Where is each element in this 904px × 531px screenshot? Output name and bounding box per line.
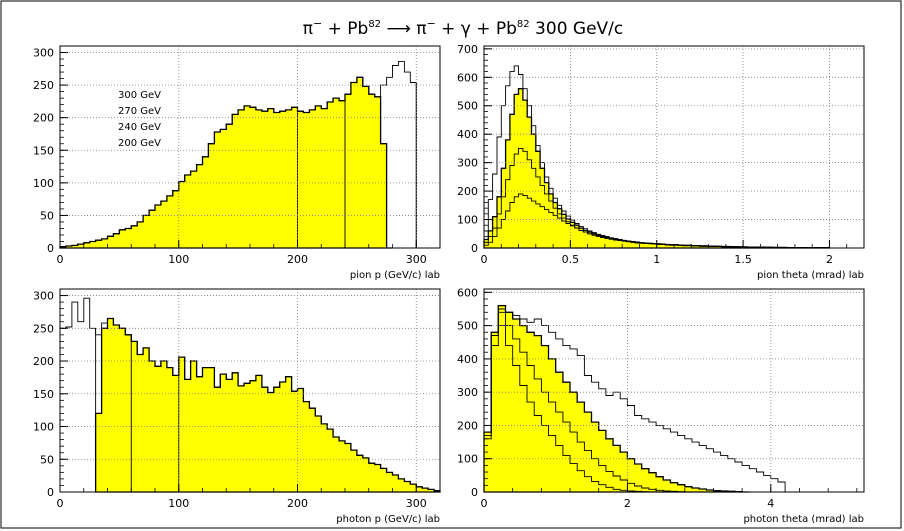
plot-frame [483,288,865,493]
title-sup: 82 [368,19,381,30]
histogram-outline [59,61,423,249]
x-tick-label: 0 [57,497,64,510]
x-axis-label: pion theta (mrad) lab [757,270,864,281]
y-tick-label: 400 [457,353,478,366]
x-tick-label: 1 [653,253,660,266]
title-pi: π [303,19,313,39]
histogram-outline [59,297,441,492]
y-tick-label: 250 [33,322,54,335]
histogram-panel: 0 100 200 300 400 500 600 700 0 0.5 1 1.5 2 pion thet… [457,43,865,281]
x-tick-label: 2 [624,497,631,510]
y-tick-label: 300 [457,157,478,170]
legend-entry: 300 GeV [118,90,161,101]
histogram-outline [483,308,793,493]
y-tick-label: 400 [457,128,478,141]
histogram-panel: 0 100 200 300 400 500 600 0 2 4 photon theta (mrad… [457,286,865,525]
y-tick-label: 700 [457,43,478,56]
x-tick-label: 200 [287,497,308,510]
y-tick-label: 150 [33,144,54,157]
x-tick-label: 200 [287,253,308,266]
y-tick-label: 600 [457,71,478,84]
x-axis-label: photon theta (mrad) lab [743,514,864,525]
y-tick-label: 500 [457,100,478,113]
legend-entry: 200 GeV [118,138,161,149]
histogram-panel: 0 50 100 150 200 250 300 0 100 200 300 photon p (Ge… [33,288,441,525]
y-tick-label: 100 [457,453,478,466]
x-tick-label: 100 [168,253,189,266]
x-axis-label: photon p (GeV/c) lab [336,514,440,525]
y-tick-label: 250 [33,79,54,92]
x-tick-label: 2 [826,253,833,266]
y-tick-label: 500 [457,320,478,333]
legend-entry: 270 GeV [118,106,161,117]
title-pi: π [416,19,426,39]
y-tick-label: 100 [33,421,54,434]
histogram-fill [483,304,750,493]
y-tick-label: 50 [40,453,54,466]
histogram-fill [59,76,393,249]
title-arrow: ⟶ [381,19,416,39]
x-axis-label: pion p (GeV/c) lab [350,270,440,281]
x-tick-label: 300 [406,253,427,266]
x-tick-label: 300 [406,497,427,510]
x-tick-label: 0 [57,253,64,266]
y-tick-label: 300 [457,386,478,399]
y-tick-label: 200 [457,185,478,198]
x-tick-label: 100 [168,497,189,510]
y-tick-label: 300 [33,47,54,60]
title-part: + γ + Pb [436,19,517,39]
y-tick-label: 0 [47,486,54,499]
y-tick-label: 300 [33,290,54,303]
y-tick-label: 150 [33,388,54,401]
figure-title: π− + Pb82 ⟶ π− + γ + Pb82 300 GeV/c [303,17,624,39]
x-tick-label: 4 [767,497,774,510]
y-tick-label: 0 [471,242,478,255]
y-tick-label: 100 [33,177,54,190]
y-tick-label: 0 [47,242,54,255]
x-tick-label: 0.5 [562,253,580,266]
title-energy: 300 GeV/c [530,19,624,39]
histogram-panel: 0 50 100 150 200 250 300 0 100 200 300 pion p (GeV/… [33,45,441,281]
y-tick-label: 200 [33,112,54,125]
title-sup: 82 [517,19,530,30]
legend: 300 GeV 270 GeV 240 GeV 200 GeV [118,90,161,149]
y-tick-label: 200 [457,419,478,432]
histogram-fill [94,317,441,493]
y-tick-label: 100 [457,214,478,227]
y-tick-label: 50 [40,209,54,222]
x-tick-label: 0 [481,497,488,510]
y-tick-label: 0 [471,486,478,499]
y-tick-label: 200 [33,355,54,368]
y-tick-label: 600 [457,286,478,299]
histogram-outline [483,193,830,249]
title-sup: − [313,17,322,30]
legend-entry: 240 GeV [118,122,161,133]
x-tick-label: 1.5 [734,253,752,266]
title-sup: − [426,17,435,30]
x-tick-label: 0 [481,253,488,266]
title-part: + Pb [322,19,368,39]
